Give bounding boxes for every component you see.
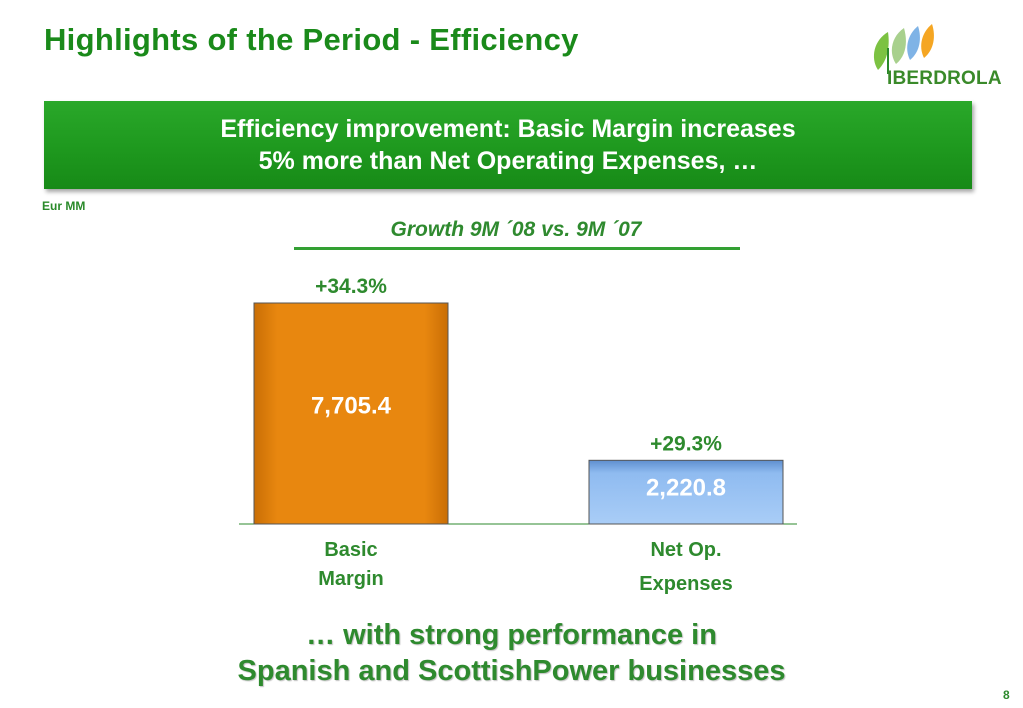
page-number: 8 [1003, 688, 1010, 702]
category-label-1-1: Expenses [639, 573, 732, 595]
category-label-1-0: Net Op. [650, 539, 721, 561]
iberdrola-logo-icon [873, 24, 934, 74]
bottom-line-2: Spanish and ScottishPower businesses [237, 655, 786, 687]
bottom-message: … with strong performance in Spanish and… [0, 617, 1023, 689]
bar-value-label-0: 7,705.4 [311, 393, 392, 420]
category-label-0-0: Basic [324, 539, 377, 561]
banner-line-1: Efficiency improvement: Basic Margin inc… [220, 115, 796, 143]
bar-0 [253, 302, 449, 525]
category-label-0-1: Margin [318, 568, 384, 590]
growth-label-1: +29.3% [650, 432, 722, 455]
bar-1 [588, 459, 784, 525]
banner-line-2: 5% more than Net Operating Expenses, … [258, 147, 758, 175]
slide-title: Highlights of the Period - Efficiency [44, 22, 579, 57]
growth-period-label: Growth 9M ´08 vs. 9M ´07 [390, 218, 642, 241]
bar-value-label-1: 2,220.8 [646, 474, 726, 501]
growth-label-0: +34.3% [315, 275, 387, 298]
growth-underline [294, 247, 740, 250]
brand-name: IBERDROLA [887, 68, 1002, 89]
unit-label: Eur MM [42, 199, 86, 213]
bottom-line-1: … with strong performance in [306, 619, 717, 651]
headline-banner: Efficiency improvement: Basic Margin inc… [44, 101, 972, 189]
